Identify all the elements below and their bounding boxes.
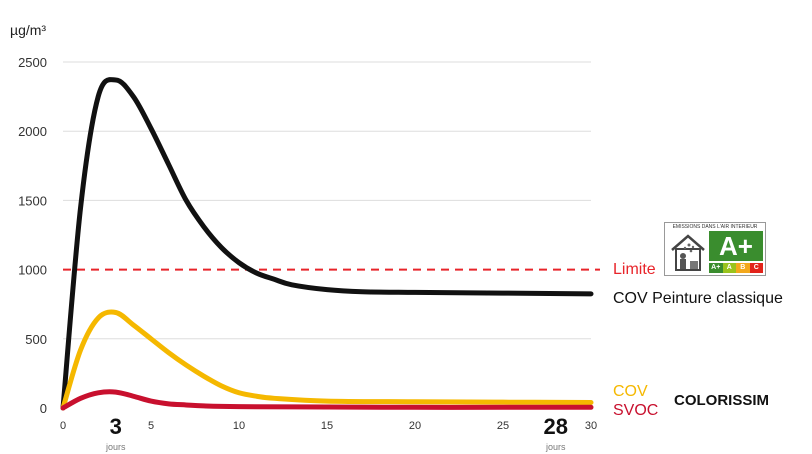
- x-tick-label: 3: [110, 414, 122, 439]
- y-tick-label: 500: [25, 332, 47, 347]
- series-label-cov-classique: COV Peinture classique: [613, 290, 783, 307]
- x-tick-label: 5: [148, 420, 154, 432]
- series-line-svoc: [60, 389, 594, 411]
- y-tick-label: 2000: [18, 124, 47, 139]
- y-tick-label: 0: [40, 401, 47, 416]
- badge-title: ÉMISSIONS DANS L'AIR INTÉRIEUR: [672, 224, 758, 230]
- badge-class-scale: A+ A B C: [709, 263, 763, 273]
- x-tick-sublabel: jours: [545, 442, 566, 452]
- y-axis-ticks: 0 500 1000 1500 2000 2500: [18, 55, 47, 416]
- x-tick-label: 10: [233, 420, 245, 432]
- badge-class: A+: [709, 263, 723, 273]
- series-lines: [60, 77, 594, 411]
- series-label-svoc: SVOC: [613, 402, 658, 419]
- x-tick-label: 28: [544, 414, 568, 439]
- y-tick-label: 2500: [18, 55, 47, 70]
- series-line-cov: [60, 309, 594, 411]
- x-tick-sublabel: jours: [105, 442, 126, 452]
- x-axis-ticks: 0 3 jours 5 10 15 20 25 28 jours 30: [60, 414, 597, 452]
- limit-label: Limite: [613, 261, 656, 278]
- house-icon: [671, 234, 705, 271]
- series-line-cov-classique: [60, 77, 594, 411]
- x-tick-label: 20: [409, 420, 421, 432]
- badge-class: A: [722, 263, 736, 273]
- x-tick-label: 15: [321, 420, 333, 432]
- badge-class: C: [749, 263, 763, 273]
- x-tick-label: 0: [60, 420, 66, 432]
- series-label-cov: COV: [613, 383, 648, 400]
- x-tick-label: 25: [497, 420, 509, 432]
- y-tick-label: 1000: [18, 263, 47, 278]
- badge-score: A+: [709, 231, 763, 261]
- product-name: COLORISSIM: [674, 392, 769, 409]
- grid: [63, 61, 591, 340]
- y-axis-unit: µg/m³: [10, 22, 46, 38]
- emissions-label-badge: ÉMISSIONS DANS L'AIR INTÉRIEUR A+ A+ A B C: [664, 222, 766, 276]
- y-tick-label: 1500: [18, 193, 47, 208]
- x-tick-label: 30: [585, 420, 597, 432]
- badge-class: B: [736, 263, 750, 273]
